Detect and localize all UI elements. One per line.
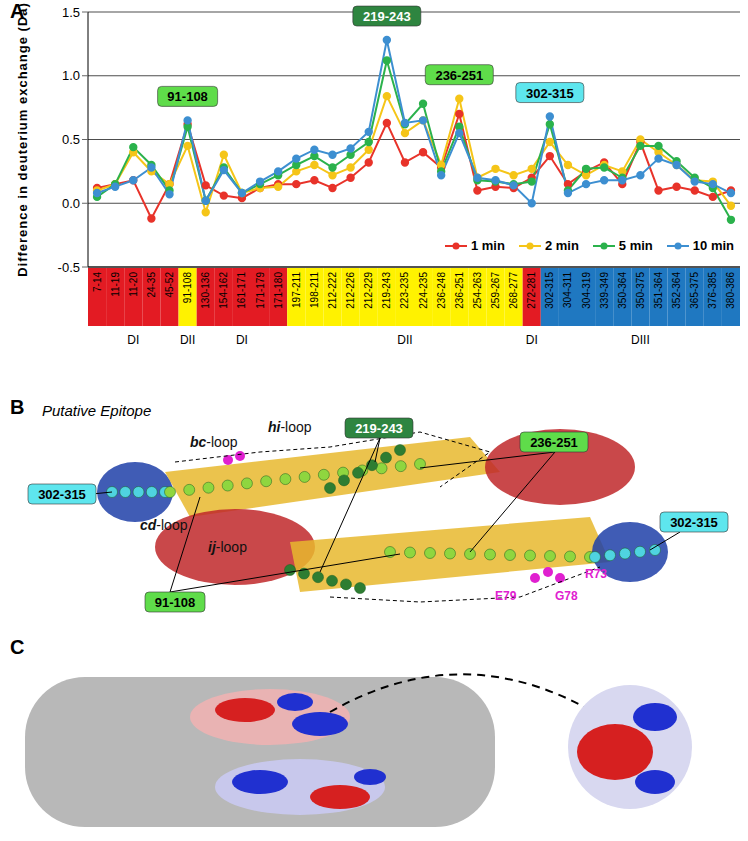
svg-text:DI: DI bbox=[526, 333, 538, 347]
svg-text:161-171: 161-171 bbox=[236, 272, 247, 309]
svg-text:302-315: 302-315 bbox=[38, 487, 86, 502]
svg-text:302-315: 302-315 bbox=[670, 515, 718, 530]
svg-text:350-364: 350-364 bbox=[617, 272, 628, 309]
svg-text:24-35: 24-35 bbox=[146, 272, 157, 298]
svg-text:11-20: 11-20 bbox=[128, 272, 139, 297]
svg-text:339-349: 339-349 bbox=[599, 272, 610, 309]
svg-text:212-229: 212-229 bbox=[363, 272, 374, 309]
svg-text:1.5: 1.5 bbox=[62, 5, 80, 20]
svg-text:130-136: 130-136 bbox=[200, 272, 211, 309]
svg-text:45-52: 45-52 bbox=[164, 272, 175, 298]
svg-text:-0.5: -0.5 bbox=[58, 260, 80, 275]
svg-text:7-14: 7-14 bbox=[92, 272, 103, 292]
svg-text:212-226: 212-226 bbox=[345, 272, 356, 309]
svg-text:198-211: 198-211 bbox=[309, 272, 320, 308]
svg-text:259-267: 259-267 bbox=[490, 272, 501, 309]
svg-text:365-375: 365-375 bbox=[689, 272, 700, 309]
svg-text:351-364: 351-364 bbox=[653, 272, 664, 309]
svg-text:197-211: 197-211 bbox=[291, 272, 302, 308]
svg-text:154-162: 154-162 bbox=[218, 272, 229, 309]
svg-text:236-251: 236-251 bbox=[454, 272, 465, 309]
svg-text:350-375: 350-375 bbox=[635, 272, 646, 309]
svg-text:219-243: 219-243 bbox=[381, 272, 392, 309]
svg-text:DI: DI bbox=[127, 333, 139, 347]
svg-text:236-251: 236-251 bbox=[435, 68, 483, 83]
svg-text:ij-loop: ij-loop bbox=[208, 539, 247, 555]
svg-text:DI: DI bbox=[236, 333, 248, 347]
svg-text:91-108: 91-108 bbox=[182, 272, 193, 304]
svg-text:254-263: 254-263 bbox=[472, 272, 483, 309]
svg-text:C: C bbox=[10, 636, 24, 658]
svg-text:224-235: 224-235 bbox=[418, 272, 429, 309]
svg-text:302-315: 302-315 bbox=[544, 272, 555, 309]
svg-text:B: B bbox=[10, 396, 24, 418]
svg-text:0.0: 0.0 bbox=[62, 196, 80, 211]
svg-text:1.0: 1.0 bbox=[62, 68, 80, 83]
svg-text:91-108: 91-108 bbox=[167, 89, 207, 104]
svg-text:DII: DII bbox=[180, 333, 195, 347]
svg-text:223-235: 223-235 bbox=[399, 272, 410, 309]
svg-text:E79: E79 bbox=[495, 589, 517, 603]
svg-text:R73: R73 bbox=[585, 567, 607, 581]
svg-text:DII: DII bbox=[397, 333, 412, 347]
svg-text:219-243: 219-243 bbox=[355, 421, 403, 436]
svg-text:171-179: 171-179 bbox=[255, 272, 266, 309]
svg-text:91-108: 91-108 bbox=[155, 595, 195, 610]
svg-text:cd-loop: cd-loop bbox=[140, 517, 188, 533]
svg-text:352-364: 352-364 bbox=[671, 272, 682, 309]
svg-text:268-277: 268-277 bbox=[508, 272, 519, 309]
svg-text:Putative Epitope: Putative Epitope bbox=[42, 402, 151, 419]
svg-text:G78: G78 bbox=[555, 589, 578, 603]
svg-text:272-281: 272-281 bbox=[526, 272, 537, 309]
svg-text:376-385: 376-385 bbox=[707, 272, 718, 309]
svg-text:219-243: 219-243 bbox=[363, 9, 411, 24]
svg-text:bc-loop: bc-loop bbox=[190, 434, 238, 450]
svg-text:11-19: 11-19 bbox=[110, 272, 121, 297]
svg-text:DIII: DIII bbox=[631, 333, 650, 347]
svg-text:236-248: 236-248 bbox=[436, 272, 447, 309]
svg-text:304-319: 304-319 bbox=[581, 272, 592, 309]
svg-text:236-251: 236-251 bbox=[530, 435, 578, 450]
svg-text:171-180: 171-180 bbox=[273, 272, 284, 309]
svg-text:212-222: 212-222 bbox=[327, 272, 338, 309]
svg-text:380-386: 380-386 bbox=[725, 272, 736, 309]
svg-text:hi-loop: hi-loop bbox=[268, 419, 312, 435]
svg-text:304-311: 304-311 bbox=[562, 272, 573, 308]
svg-text:0.5: 0.5 bbox=[62, 132, 80, 147]
svg-text:Difference in deuterium exchan: Difference in deuterium exchange (Da) bbox=[15, 2, 30, 277]
svg-text:302-315: 302-315 bbox=[526, 86, 574, 101]
